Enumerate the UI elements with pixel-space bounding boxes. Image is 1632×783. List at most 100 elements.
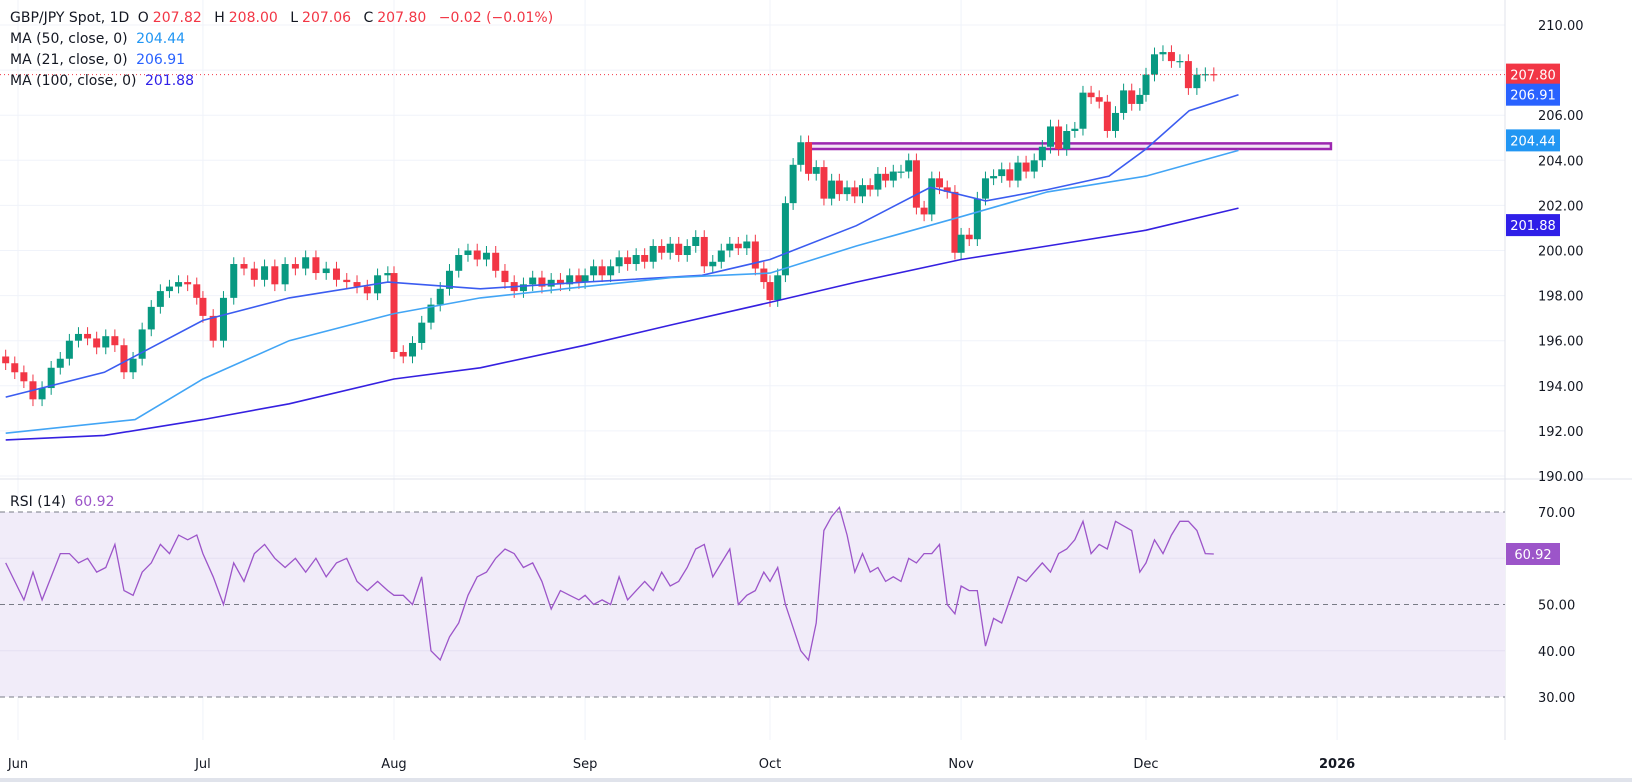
- candle-body: [700, 236, 708, 267]
- candle-body: [889, 171, 897, 181]
- candle: [743, 234, 751, 256]
- time-tick-label: Oct: [759, 757, 781, 772]
- candle-body: [455, 255, 463, 271]
- candle-body: [1095, 97, 1103, 102]
- candle: [408, 336, 416, 364]
- candle-body: [1079, 92, 1087, 129]
- candle: [866, 178, 874, 197]
- candle-body: [175, 282, 183, 287]
- candle-body: [156, 291, 164, 307]
- candle-body: [717, 250, 725, 262]
- candle-body: [615, 257, 623, 267]
- rsi-legend[interactable]: RSI (14) 60.92: [10, 494, 118, 510]
- ma50-legend[interactable]: MA (50, close, 0) 204.44: [10, 31, 189, 47]
- candle: [11, 356, 19, 380]
- ma50-value: 204.44: [136, 31, 186, 47]
- candle-body: [390, 273, 398, 352]
- candle: [575, 268, 583, 289]
- price-tick-label: 196.00: [1538, 335, 1584, 350]
- ma21-value: 206.91: [136, 52, 186, 68]
- candle: [760, 261, 768, 289]
- candle-body: [581, 275, 589, 283]
- candle: [928, 171, 936, 222]
- ma21-legend[interactable]: MA (21, close, 0) 206.91: [10, 52, 189, 68]
- time-tick-label: 2026: [1319, 757, 1355, 772]
- candle-body: [332, 268, 340, 280]
- candle-body: [1167, 52, 1175, 62]
- candle: [390, 266, 398, 359]
- candle: [675, 236, 683, 262]
- candle: [1063, 124, 1071, 156]
- candle: [581, 268, 589, 289]
- candle-body: [47, 367, 55, 389]
- rsi-value-tag: 60.92: [1514, 548, 1551, 563]
- candle: [322, 261, 330, 280]
- candle-body: [781, 203, 789, 276]
- candle: [820, 160, 828, 206]
- candle-body: [322, 268, 330, 274]
- candle: [797, 135, 805, 172]
- candle-body: [363, 286, 371, 294]
- last-price-tag-box: [1506, 63, 1560, 86]
- candle: [156, 284, 164, 314]
- candle: [501, 264, 509, 289]
- close-label: C: [363, 10, 374, 26]
- ma-line-1: [5, 149, 1239, 434]
- candle: [175, 275, 183, 294]
- candle: [912, 153, 920, 215]
- candle: [649, 239, 657, 269]
- candle-body: [74, 333, 82, 341]
- candle-body: [1150, 54, 1158, 75]
- candle: [957, 227, 965, 260]
- candle-body: [529, 277, 537, 285]
- candle: [734, 236, 742, 256]
- candle: [1006, 162, 1014, 188]
- change-value: −0.02 (−0.01%): [438, 10, 554, 26]
- candle: [184, 275, 192, 292]
- candle-body: [138, 329, 146, 359]
- candle-body: [998, 169, 1006, 177]
- candle: [445, 264, 453, 296]
- candle-body: [56, 358, 64, 368]
- candle: [607, 259, 615, 283]
- candle-body: [165, 286, 173, 292]
- candle-body: [666, 243, 674, 253]
- low-value: 207.06: [302, 10, 352, 26]
- candle-body: [1159, 52, 1167, 55]
- time-tick-label: Sep: [573, 757, 598, 772]
- candle: [1087, 85, 1095, 104]
- candle-body: [65, 340, 73, 359]
- candle: [828, 173, 836, 206]
- candle-body: [632, 255, 640, 265]
- candle: [1167, 45, 1175, 68]
- candle-body: [912, 160, 920, 208]
- candle-body: [111, 336, 119, 346]
- candle-body: [418, 322, 426, 343]
- price-tick-label: 192.00: [1538, 425, 1584, 440]
- candle-body: [271, 266, 279, 285]
- time-tick-label: Dec: [1133, 757, 1158, 772]
- candle: [1193, 67, 1201, 95]
- candle: [436, 282, 444, 312]
- candle: [93, 331, 101, 355]
- candle-body: [607, 266, 615, 276]
- candle-body: [427, 304, 435, 323]
- candle-body: [240, 264, 248, 269]
- ma100-legend[interactable]: MA (100, close, 0) 201.88: [10, 73, 198, 89]
- candle-body: [692, 236, 700, 246]
- candle: [973, 191, 981, 246]
- candle-body: [312, 257, 320, 274]
- candle: [193, 277, 201, 305]
- candle: [556, 273, 564, 292]
- symbol-legend: GBP/JPY Spot, 1D O 207.82 H 208.00 L 207.06…: [10, 10, 557, 26]
- candle-body: [1128, 90, 1136, 104]
- candle-body: [482, 252, 490, 260]
- candle: [990, 169, 998, 186]
- candle-body: [209, 315, 217, 341]
- candle-body: [408, 342, 416, 357]
- candle: [951, 185, 959, 260]
- candle: [2, 349, 10, 371]
- candle: [598, 259, 606, 283]
- candle-body: [2, 356, 10, 364]
